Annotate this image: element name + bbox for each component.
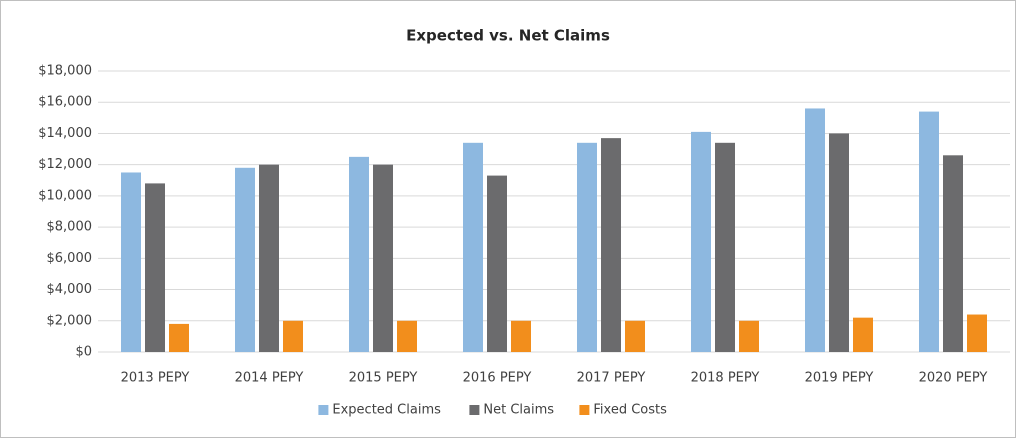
legend-label: Fixed Costs xyxy=(593,403,667,418)
bar xyxy=(829,133,849,352)
bar xyxy=(463,142,483,352)
bar xyxy=(739,320,759,352)
bar xyxy=(373,164,393,352)
x-tick-label: 2018 PEPY xyxy=(691,371,760,386)
bar xyxy=(601,138,621,352)
bar xyxy=(169,323,189,352)
bar xyxy=(349,156,369,352)
chart-title: Expected vs. Net Claims xyxy=(406,27,610,45)
x-tick-label: 2019 PEPY xyxy=(805,371,874,386)
y-tick-label: $0 xyxy=(75,345,92,360)
legend-label: Expected Claims xyxy=(332,403,441,418)
bar xyxy=(625,320,645,352)
legend-swatch xyxy=(469,405,480,415)
bar xyxy=(145,183,165,352)
bar xyxy=(283,320,303,352)
y-tick-label: $8,000 xyxy=(47,220,93,235)
bar xyxy=(805,108,825,352)
bar xyxy=(715,142,735,352)
bar xyxy=(919,111,939,352)
bar xyxy=(487,175,507,352)
x-tick-label: 2013 PEPY xyxy=(121,371,190,386)
y-tick-label: $16,000 xyxy=(38,95,92,110)
bar xyxy=(853,317,873,352)
x-tick-label: 2016 PEPY xyxy=(463,371,532,386)
y-tick-label: $14,000 xyxy=(38,126,92,141)
bar xyxy=(691,131,711,352)
x-tick-label: 2014 PEPY xyxy=(235,371,304,386)
y-tick-label: $4,000 xyxy=(47,282,93,297)
bar xyxy=(967,314,987,352)
x-tick-label: 2015 PEPY xyxy=(349,371,418,386)
x-tick-label: 2017 PEPY xyxy=(577,371,646,386)
bar xyxy=(511,320,531,352)
y-tick-label: $12,000 xyxy=(38,157,92,172)
y-tick-label: $2,000 xyxy=(47,313,93,328)
y-tick-label: $10,000 xyxy=(38,188,92,203)
x-tick-label: 2020 PEPY xyxy=(919,371,988,386)
bar xyxy=(397,320,417,352)
bar xyxy=(943,155,963,352)
y-tick-label: $18,000 xyxy=(38,64,92,79)
legend-swatch xyxy=(579,405,590,415)
bar xyxy=(577,142,597,352)
legend-label: Net Claims xyxy=(483,403,554,418)
bar xyxy=(259,164,279,352)
bar xyxy=(121,172,141,352)
bar xyxy=(235,167,255,352)
legend-swatch xyxy=(318,405,329,415)
y-tick-label: $6,000 xyxy=(47,251,93,266)
